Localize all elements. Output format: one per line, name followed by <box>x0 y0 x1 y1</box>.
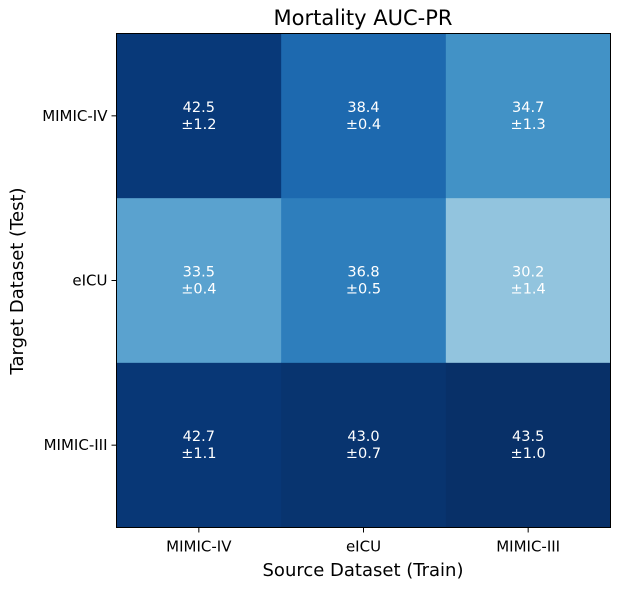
cell-error-label: ±1.0 <box>511 446 546 462</box>
heatmap-cell <box>116 33 282 199</box>
y-tick-label: MIMIC-IV <box>42 107 108 125</box>
cell-error-label: ±0.4 <box>346 117 381 133</box>
cell-value-label: 38.4 <box>347 100 379 116</box>
heatmap-cell <box>445 198 611 364</box>
cell-error-label: ±0.7 <box>346 446 381 462</box>
cell-error-label: ±0.4 <box>181 282 216 298</box>
cell-value-label: 42.5 <box>183 100 215 116</box>
cell-value-label: 34.7 <box>512 100 544 116</box>
y-axis-label: Target Dataset (Test) <box>7 187 28 375</box>
x-axis-label: Source Dataset (Train) <box>263 560 464 581</box>
x-tick-label: MIMIC-IV <box>166 538 232 556</box>
heatmap-cell <box>281 198 447 364</box>
cell-value-label: 36.8 <box>347 265 379 281</box>
x-tick-label: MIMIC-III <box>496 538 560 556</box>
heatmap-cells <box>116 33 611 528</box>
cell-error-label: ±1.3 <box>511 117 546 133</box>
heatmap-cell <box>281 362 447 528</box>
heatmap-cell <box>445 33 611 199</box>
heatmap-cell-labels: 42.5±1.238.4±0.434.7±1.333.5±0.436.8±0.5… <box>181 100 546 462</box>
heatmap-cell <box>445 362 611 528</box>
heatmap-cell <box>281 33 447 199</box>
cell-error-label: ±1.4 <box>511 282 546 298</box>
cell-value-label: 33.5 <box>183 265 215 281</box>
cell-value-label: 43.5 <box>512 429 544 445</box>
heatmap-cell <box>116 198 282 364</box>
cell-value-label: 42.7 <box>183 429 215 445</box>
chart-title: Mortality AUC-PR <box>274 6 453 30</box>
cell-value-label: 30.2 <box>512 265 544 281</box>
cell-error-label: ±0.5 <box>346 282 381 298</box>
heatmap-cell <box>116 362 282 528</box>
cell-error-label: ±1.1 <box>181 446 216 462</box>
cell-error-label: ±1.2 <box>181 117 216 133</box>
x-axis-ticks: MIMIC-IV eICU MIMIC-III <box>166 527 560 556</box>
cell-value-label: 43.0 <box>347 429 379 445</box>
y-axis-ticks: MIMIC-IV eICU MIMIC-III <box>42 107 117 454</box>
y-tick-label: eICU <box>72 272 107 290</box>
x-tick-label: eICU <box>346 538 381 556</box>
y-tick-label: MIMIC-III <box>44 436 108 454</box>
